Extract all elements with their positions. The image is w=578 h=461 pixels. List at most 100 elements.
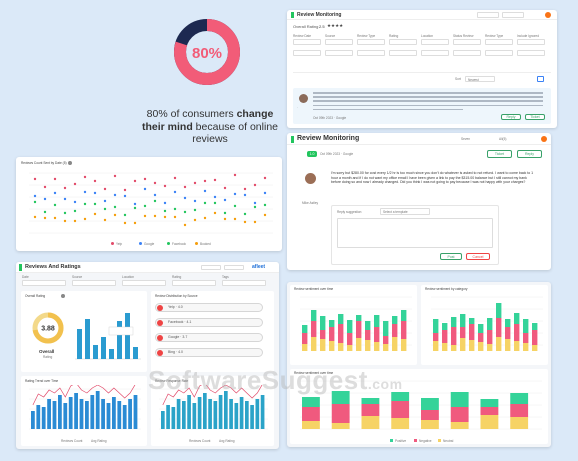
filter-label: Status Review <box>453 34 474 38</box>
filter-select[interactable] <box>122 280 166 286</box>
filter-select[interactable] <box>517 50 545 56</box>
scatter-point <box>253 201 257 205</box>
sort-select[interactable]: Newest <box>465 76 495 82</box>
header-select-a[interactable] <box>201 265 221 270</box>
filter-select[interactable] <box>293 39 321 45</box>
filter-select[interactable] <box>325 39 353 45</box>
filter-select[interactable] <box>357 50 385 56</box>
sentiment-bar-segment <box>356 315 362 321</box>
card-title: Review sentiment over time <box>294 371 334 375</box>
filter-select[interactable] <box>325 50 353 56</box>
info-icon[interactable] <box>68 161 72 165</box>
filter-select[interactable] <box>293 50 321 56</box>
sentiment-bar-segment <box>361 416 380 429</box>
ticket-button[interactable]: Ticket <box>525 114 545 120</box>
response-rate-card: Review Response Rate Reviews Count Avg R… <box>151 376 274 446</box>
scatter-point <box>253 220 257 224</box>
filter-select[interactable] <box>453 50 481 56</box>
rating-stars-icon: ★★★★ <box>327 23 344 28</box>
scatter-point <box>203 201 207 205</box>
source-row: Facebook · 4.1 <box>155 318 263 327</box>
legend-swatch <box>414 439 417 442</box>
rating-bar <box>101 337 106 359</box>
scatter-point <box>53 203 57 207</box>
select-a[interactable]: Seven <box>461 137 471 141</box>
scatter-point <box>263 191 267 195</box>
trend-line <box>162 385 263 406</box>
sentiment-bar-segment <box>302 407 320 421</box>
scatter-point <box>123 221 127 225</box>
source-distribution-card: Review Distribution by Source Yelp · 4.0… <box>151 291 274 372</box>
trend-bar <box>182 401 186 429</box>
search-button[interactable] <box>537 76 544 82</box>
info-icon[interactable] <box>61 294 65 298</box>
sentiment-bar-segment <box>365 321 371 330</box>
filter-select[interactable] <box>485 50 513 56</box>
scatter-point <box>113 205 117 209</box>
post-button[interactable]: Post <box>440 253 462 260</box>
template-select[interactable]: Select a template <box>380 208 430 215</box>
scatter-point <box>43 185 47 189</box>
sentiment-bar-segment <box>469 324 475 340</box>
filter-select[interactable] <box>389 50 417 56</box>
stat-caption: 80% of consumers change their mind becau… <box>140 108 280 146</box>
trend-bar <box>112 397 116 429</box>
trend-bar <box>95 391 100 429</box>
top-select-a[interactable] <box>477 12 499 18</box>
scatter-point <box>223 198 227 202</box>
filter-select[interactable] <box>172 280 216 286</box>
sentiment-bar-segment <box>356 321 362 338</box>
panel-title: Reviews And Ratings <box>25 264 81 270</box>
legend-a: Reviews Count <box>61 439 83 443</box>
sentiment-bar-segment <box>451 327 457 345</box>
reply-button[interactable]: Reply <box>501 114 521 120</box>
reply-textarea[interactable] <box>337 218 493 248</box>
scatter-point <box>203 189 207 193</box>
panel-title: Reviews Count Sent by Date (5) <box>21 161 67 165</box>
reviewer-name: Mike Astley <box>302 201 319 205</box>
reviews-count-chart <box>29 172 273 234</box>
sentiment-bar-segment <box>391 401 410 418</box>
ticket-button[interactable]: Ticket <box>487 150 512 158</box>
scatter-point <box>173 190 177 194</box>
filter-select[interactable] <box>22 280 66 286</box>
scatter-point <box>193 181 197 185</box>
select-b[interactable]: All(5) <box>499 137 507 141</box>
sentiment-bar-segment <box>383 336 389 344</box>
scatter-point <box>223 211 227 215</box>
source-value: 3.7 <box>182 335 188 339</box>
sentiment-dashboard: Review sentiment over time Review sentim… <box>287 282 551 447</box>
stat-bold: their mind <box>142 120 193 133</box>
sentiment-bar-segment <box>480 407 499 415</box>
filter-select[interactable] <box>517 39 545 45</box>
scatter-point <box>83 175 87 179</box>
sentiment-bar-segment <box>311 310 317 321</box>
reply-button[interactable]: Reply <box>517 150 542 158</box>
filter-select[interactable] <box>222 280 266 286</box>
scatter-point <box>113 193 117 197</box>
rating-bar <box>133 347 138 359</box>
panel-header: Reviews And Ratings afleet <box>16 262 279 273</box>
trend-bar <box>197 397 202 429</box>
header-select-b[interactable] <box>224 265 244 270</box>
user-avatar-icon[interactable] <box>541 136 547 142</box>
filter-select[interactable] <box>421 50 449 56</box>
sentiment-bottom-card: Review sentiment over time Positive Negat… <box>290 369 548 444</box>
card-title: Review sentiment by category <box>425 287 468 291</box>
template-select-placeholder: Select a template <box>383 210 408 214</box>
filter-select[interactable] <box>485 39 513 45</box>
sentiment-bar-segment <box>383 344 389 351</box>
filter-select[interactable] <box>72 280 116 286</box>
sentiment-bar-segment <box>460 327 466 338</box>
overall-rating-label: Overall Rating <box>293 24 319 29</box>
filter-select[interactable] <box>389 39 417 45</box>
filter-select[interactable] <box>421 39 449 45</box>
scatter-point <box>153 193 157 197</box>
top-select-b[interactable] <box>502 12 524 18</box>
user-avatar-icon[interactable] <box>545 12 551 18</box>
filter-select[interactable] <box>357 39 385 45</box>
trend-bar <box>128 399 132 429</box>
cancel-button[interactable]: Cancel <box>466 253 490 260</box>
rating-bar <box>125 313 130 359</box>
filter-select[interactable] <box>453 39 481 45</box>
